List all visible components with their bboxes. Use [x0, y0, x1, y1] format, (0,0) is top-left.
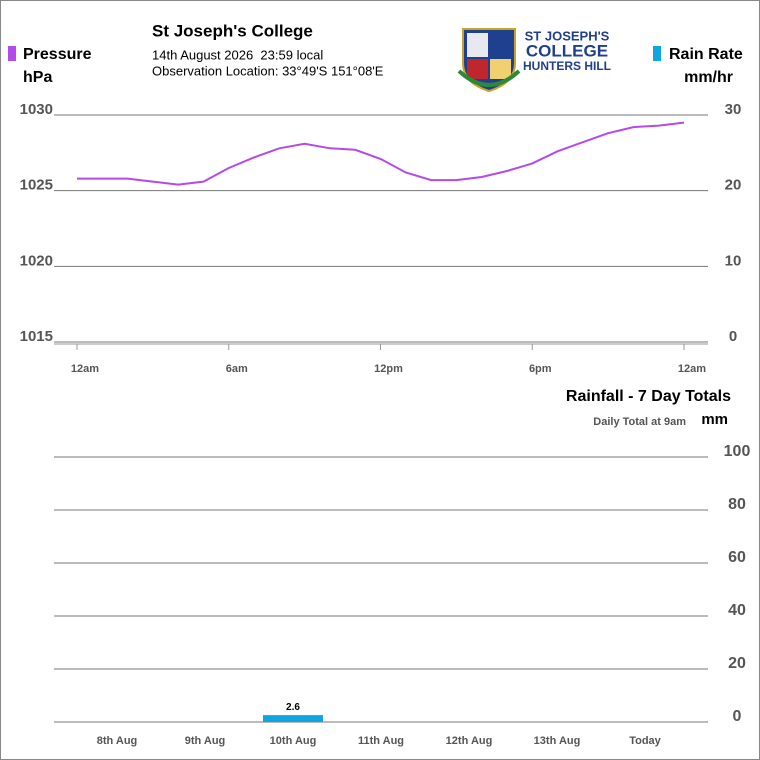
y-tick-label: 60 [728, 549, 746, 566]
pressure-line [77, 121, 685, 186]
x-tick-label: 12pm [374, 363, 403, 375]
y-tick-label: 20 [728, 655, 746, 672]
chart-title: Rainfall - 7 Day Totals [566, 388, 731, 405]
y-tick-label: 0 [733, 708, 742, 725]
x-tick-label: 12am [678, 363, 706, 375]
logo-text: COLLEGE [526, 41, 608, 60]
y-tick-label: 80 [728, 496, 746, 513]
legend-swatch [653, 46, 661, 61]
x-tick-label: 10th Aug [270, 735, 317, 747]
y-tick-label: 100 [724, 443, 751, 460]
chart-subtitle: Daily Total at 9am [593, 416, 686, 428]
crest-part [490, 33, 511, 57]
laurel [457, 69, 521, 87]
crest-part [467, 33, 488, 57]
y2-axis-label: mm/hr [684, 69, 733, 86]
logo: ST JOSEPH'S COLLEGE HUNTERS HILL [457, 28, 611, 93]
value-label: 2.6 [286, 702, 300, 713]
station-title: St Joseph's College [152, 21, 313, 40]
legend-label: Pressure [23, 46, 92, 63]
y-tick-label: 1015 [20, 328, 53, 345]
y2-tick-label: 0 [729, 328, 737, 345]
y2-tick-label: 30 [725, 101, 742, 118]
y-tick-label: 1030 [20, 101, 53, 118]
crest-part [490, 59, 511, 79]
date: 14th August 2026 23:59 local [152, 47, 323, 62]
bar [263, 715, 323, 722]
x-tick-label: 6pm [529, 363, 552, 375]
y-axis-label: mm [701, 411, 728, 428]
y-tick-label: 1020 [20, 252, 53, 269]
y-tick-label: 1025 [20, 177, 53, 194]
x-tick-label: 8th Aug [97, 735, 138, 747]
x-tick-label: 6am [226, 363, 248, 375]
x-tick-label: Today [629, 735, 661, 747]
y-tick-label: 40 [728, 602, 746, 619]
location: Observation Location: 33°49'S 151°08'E [152, 63, 384, 78]
crest-part [467, 59, 488, 79]
x-tick-label: 13th Aug [534, 735, 581, 747]
x-tick-label: 12am [71, 363, 99, 375]
x-tick-label: 11th Aug [358, 735, 404, 747]
logo-text: ST JOSEPH'S [525, 28, 610, 43]
logo-text: HUNTERS HILL [523, 59, 611, 73]
legend-swatch [8, 46, 16, 61]
y2-tick-label: 10 [725, 252, 742, 269]
x-tick-label: 12th Aug [446, 735, 493, 747]
y-axis-label: hPa [23, 69, 52, 86]
legend-label: Rain Rate [669, 46, 743, 63]
x-tick-label: 9th Aug [185, 735, 226, 747]
y2-tick-label: 20 [725, 177, 742, 194]
